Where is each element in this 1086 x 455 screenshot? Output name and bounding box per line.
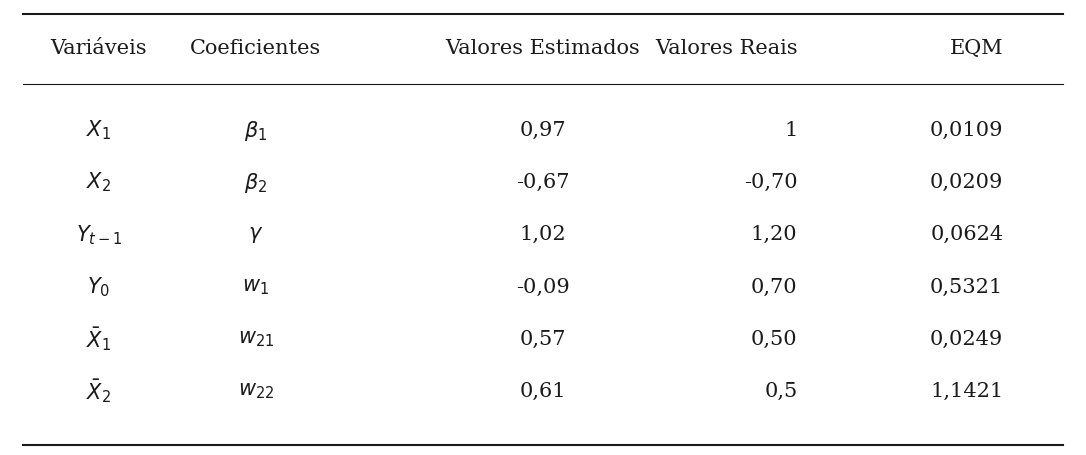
Text: -0,09: -0,09 <box>516 277 570 296</box>
Text: $Y_0$: $Y_0$ <box>87 274 111 298</box>
Text: 1,02: 1,02 <box>520 225 566 244</box>
Text: 0,70: 0,70 <box>750 277 797 296</box>
Text: Valores Reais: Valores Reais <box>655 40 797 58</box>
Text: $\beta_1$: $\beta_1$ <box>244 118 267 142</box>
Text: $X_1$: $X_1$ <box>87 118 112 142</box>
Text: EQM: EQM <box>950 40 1003 58</box>
Text: 0,97: 0,97 <box>520 121 566 140</box>
Text: $\gamma$: $\gamma$ <box>249 224 264 244</box>
Text: $w_1$: $w_1$ <box>242 277 269 296</box>
Text: 0,0209: 0,0209 <box>930 173 1003 192</box>
Text: 1,1421: 1,1421 <box>930 381 1003 400</box>
Text: $\bar{X}_1$: $\bar{X}_1$ <box>86 324 112 352</box>
Text: 0,5: 0,5 <box>765 381 797 400</box>
Text: $w_{21}$: $w_{21}$ <box>238 329 274 348</box>
Text: -0,67: -0,67 <box>516 173 570 192</box>
Text: 0,0109: 0,0109 <box>930 121 1003 140</box>
Text: $w_{22}$: $w_{22}$ <box>238 380 274 400</box>
Text: $X_2$: $X_2$ <box>87 171 112 194</box>
Text: 0,57: 0,57 <box>520 329 566 348</box>
Text: 1: 1 <box>784 121 797 140</box>
Text: $\beta_2$: $\beta_2$ <box>244 170 267 194</box>
Text: 0,0624: 0,0624 <box>931 225 1003 244</box>
Text: 0,5321: 0,5321 <box>930 277 1003 296</box>
Text: 0,50: 0,50 <box>750 329 797 348</box>
Text: Variáveis: Variáveis <box>51 40 148 58</box>
Text: 1,20: 1,20 <box>750 225 797 244</box>
Text: $Y_{t-1}$: $Y_{t-1}$ <box>76 222 122 246</box>
Text: 0,61: 0,61 <box>520 381 566 400</box>
Text: -0,70: -0,70 <box>744 173 797 192</box>
Text: 0,0249: 0,0249 <box>930 329 1003 348</box>
Text: Coeficientes: Coeficientes <box>190 40 321 58</box>
Text: $\bar{X}_2$: $\bar{X}_2$ <box>86 376 112 404</box>
Text: Valores Estimados: Valores Estimados <box>445 40 641 58</box>
